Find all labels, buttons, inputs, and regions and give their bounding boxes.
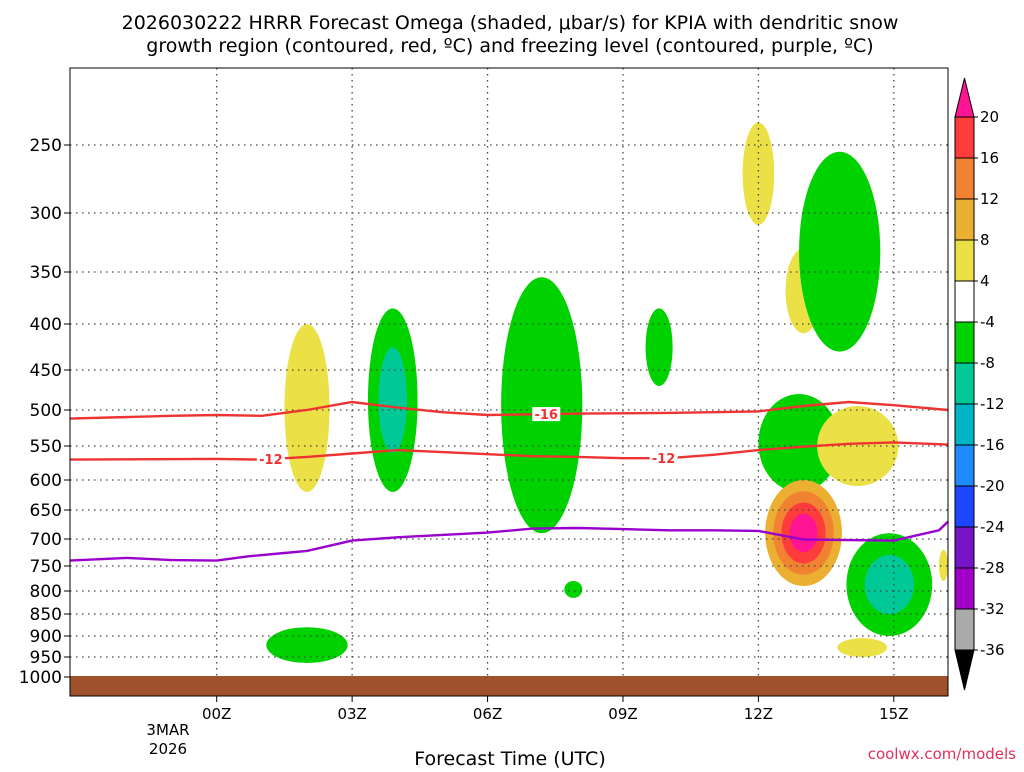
y-tick-label-900: 900	[30, 627, 62, 647]
colorbar-label--36: -36	[980, 641, 1005, 659]
colorbar-label--20: -20	[980, 477, 1005, 495]
colorbar-swatch-2	[954, 198, 975, 241]
colorbar-swatch-1	[954, 157, 975, 200]
y-tick-label-650: 650	[30, 501, 62, 521]
omega-region-6	[742, 122, 775, 225]
credit-link[interactable]: coolwx.com/models	[868, 745, 1016, 763]
colorbar-swatch-10	[954, 526, 975, 569]
y-tick-label-250: 250	[30, 136, 62, 156]
x-axis-title: Forecast Time (UTC)	[414, 748, 605, 768]
date-label-month: 3MAR	[146, 721, 189, 739]
x-tick-label-12Z: 12Z	[744, 705, 773, 723]
colorbar-label-20: 20	[980, 108, 999, 126]
contour-label-dendritic-12C-0: -12	[259, 453, 283, 468]
omega-region-3	[645, 308, 673, 387]
omega-region-8	[799, 151, 881, 352]
contour-freezing-level	[69, 520, 949, 562]
colorbar-label--4: -4	[980, 313, 995, 331]
omega-core-1-0	[378, 347, 408, 453]
contour-label-bg	[649, 451, 678, 466]
omega-region-0	[284, 324, 330, 492]
y-tick-label-600: 600	[30, 471, 62, 491]
x-tick-label-09Z: 09Z	[608, 705, 637, 723]
colorbar-label--8: -8	[980, 354, 995, 372]
y-tick-label-450: 450	[30, 361, 62, 381]
y-tick-label-300: 300	[30, 204, 62, 224]
colorbar-swatch-8	[954, 444, 975, 487]
y-tick-label-550: 550	[30, 437, 62, 457]
x-tick-label-00Z: 00Z	[202, 705, 231, 723]
chart-title-line1: 2026030222 HRRR Forecast Omega (shaded, …	[122, 12, 899, 34]
plot-frame	[69, 67, 949, 697]
y-tick-label-950: 950	[30, 648, 62, 668]
omega-core-11-2	[789, 513, 818, 553]
temperature-contours: -16 -12 -12	[69, 400, 949, 562]
colorbar-label--12: -12	[980, 395, 1005, 413]
x-tick-label-03Z: 03Z	[337, 705, 366, 723]
colorbar-swatch-4	[954, 280, 975, 323]
y-tick-label-500: 500	[30, 401, 62, 421]
y-tick-label-1000: 1000	[19, 668, 62, 688]
pressure-axis: 2503003504004505005506006507007508008509…	[19, 136, 70, 688]
chart-title-line2: growth region (contoured, red, ºC) and f…	[146, 35, 873, 57]
colorbar-top-arrow	[954, 77, 975, 118]
x-tick-label-06Z: 06Z	[473, 705, 502, 723]
colorbar-label--28: -28	[980, 559, 1005, 577]
date-label-year: 2026	[149, 740, 187, 758]
colorbar-label--24: -24	[980, 518, 1005, 536]
colorbar-label-4: 4	[980, 272, 990, 290]
contour-label-bg	[532, 407, 561, 422]
colorbar-label--16: -16	[980, 436, 1005, 454]
contour-label-bg	[256, 452, 285, 467]
colorbar-swatch-7	[954, 403, 975, 446]
contour-label-dendritic-12C-1: -12	[652, 452, 676, 467]
omega-region-5	[564, 581, 583, 598]
omega-region-9	[758, 394, 840, 492]
colorbar-label-16: 16	[980, 149, 999, 167]
colorbar-swatch-11	[954, 567, 975, 610]
colorbar-swatch-5	[954, 321, 975, 364]
y-tick-label-700: 700	[30, 530, 62, 550]
x-tick-label-15Z: 15Z	[879, 705, 908, 723]
colorbar-label-12: 12	[980, 190, 999, 208]
gridlines	[70, 68, 948, 696]
contour-label-dendritic-16C-0: -16	[534, 408, 558, 423]
colorbar-swatch-6	[954, 362, 975, 405]
colorbar-swatch-3	[954, 239, 975, 282]
omega-region-13	[837, 638, 888, 657]
y-tick-label-750: 750	[30, 557, 62, 577]
y-tick-label-800: 800	[30, 582, 62, 602]
contour-dendritic-12C	[69, 441, 949, 461]
colorbar-bottom-arrow	[954, 649, 975, 691]
y-tick-label-850: 850	[30, 605, 62, 625]
colorbar-swatch-12	[954, 608, 975, 651]
time-axis: 00Z 03Z 06Z 09Z 12Z 15Z	[202, 696, 909, 723]
colorbar: 20 16 12 8 4 -4 -8 -12 -16 -20 -24 -28 -32 -36	[954, 77, 1005, 691]
colorbar-label-8: 8	[980, 231, 990, 249]
omega-region-14	[938, 549, 948, 582]
contour-dendritic-16C	[69, 400, 949, 420]
omega-core-12-0	[864, 555, 914, 615]
y-tick-label-400: 400	[30, 315, 62, 335]
colorbar-swatch-0	[954, 116, 975, 159]
ground-surface	[70, 676, 948, 696]
y-tick-label-350: 350	[30, 263, 62, 283]
colorbar-label--32: -32	[980, 600, 1005, 618]
omega-shading	[266, 122, 948, 663]
omega-region-2	[501, 277, 583, 534]
colorbar-swatch-9	[954, 485, 975, 528]
omega-region-10	[817, 406, 899, 486]
